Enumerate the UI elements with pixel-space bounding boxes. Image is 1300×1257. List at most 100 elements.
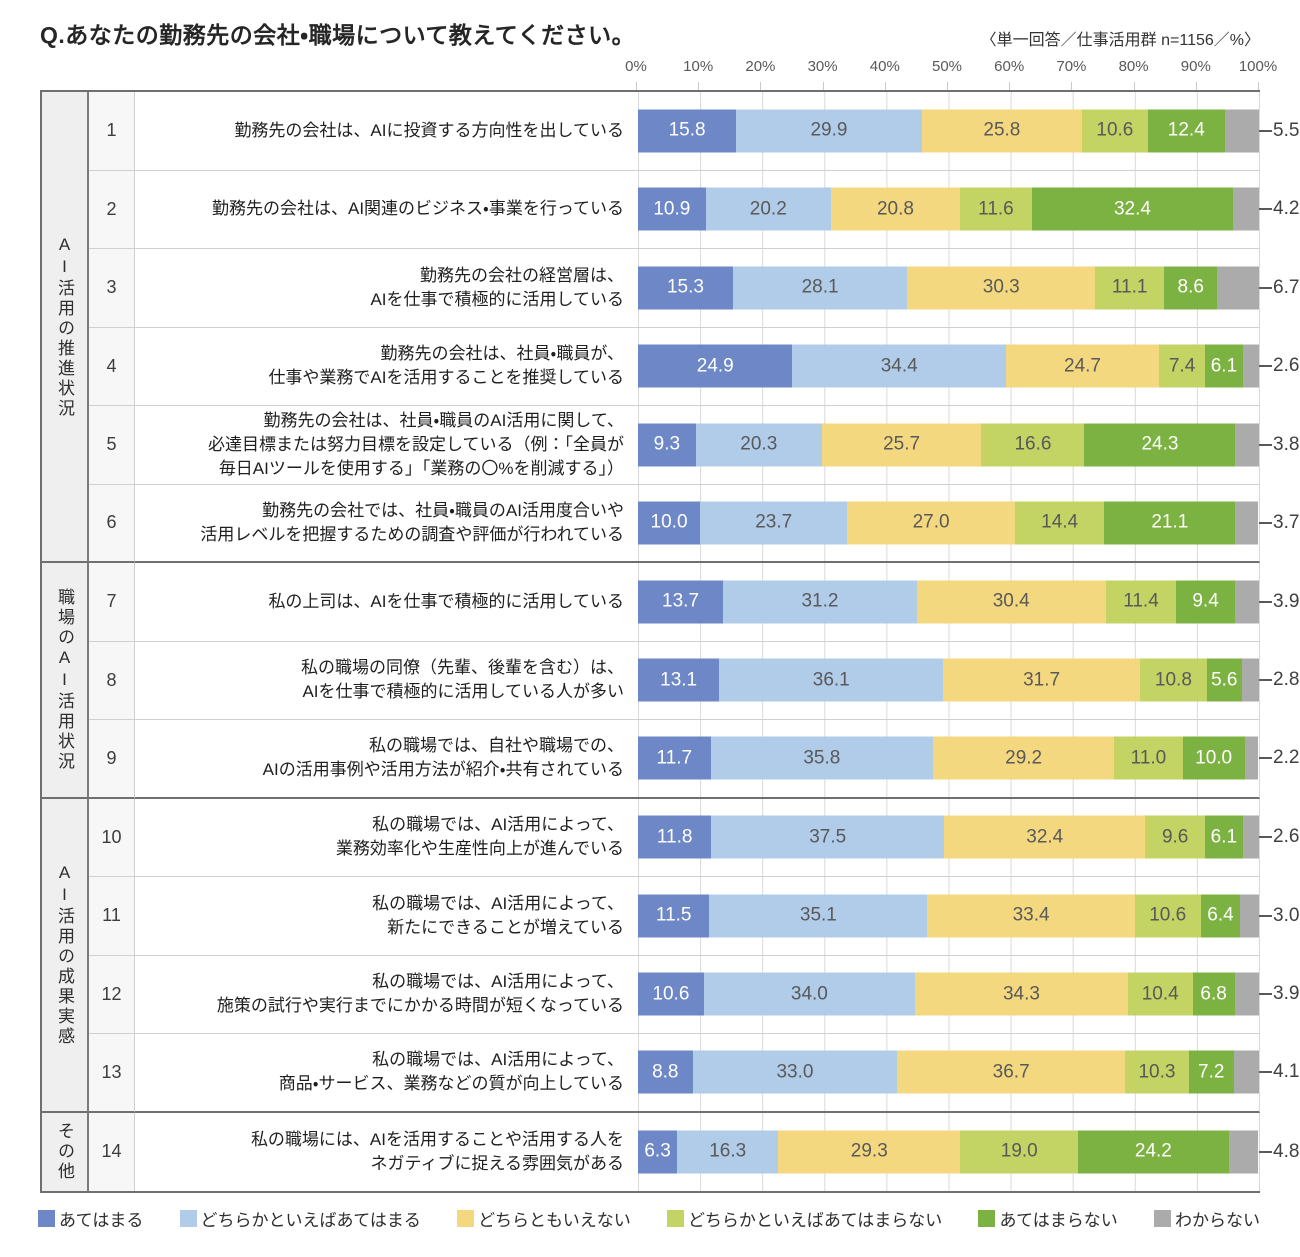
bar-plot-cell: 24.9 34.4 24.7 7.4 6.1 2.6 (638, 327, 1299, 406)
x-axis-tick-mark (1009, 82, 1011, 90)
bar-plot-cell: 8.8 33.0 36.7 10.3 7.2 4.1 (638, 1034, 1299, 1113)
item-label-line: 業務効率化や生産性向上が進んでいる (335, 839, 624, 859)
item-label-line: 私の職場では、AI活用によって、 (372, 1050, 624, 1070)
stacked-bar: 8.8 33.0 36.7 10.3 7.2 (638, 1050, 1259, 1094)
bar-segment: 9.3 (638, 423, 696, 467)
legend-swatch (1154, 1210, 1171, 1227)
x-axis-tick-mark (822, 82, 824, 90)
stacked-bar: 13.7 31.2 30.4 11.4 9.4 (638, 580, 1259, 624)
item-label-line: 必達目標または努力目標を設定している（例：「全員が (208, 434, 624, 454)
bar-segment: 10.3 (1125, 1050, 1189, 1094)
item-label: 私の職場では、AI活用によって、新たにできることが増えている (135, 877, 638, 956)
item-label: 私の職場では、AI活用によって、業務効率化や生産性向上が進んでいる (135, 798, 638, 877)
bar-segment: 20.2 (705, 187, 831, 231)
bar-segment: 30.3 (907, 266, 1096, 310)
bar-segment: 31.7 (943, 658, 1140, 702)
bar-segment (1242, 344, 1259, 388)
unknown-value-label: 4.8 (1259, 1141, 1299, 1163)
item-label: 私の職場では、自社や職場での、 AIの活用事例や活用方法が紹介・共有されている (135, 720, 638, 799)
legend-swatch (666, 1210, 684, 1227)
row-number: 6 (89, 484, 135, 563)
item-label-line: 私の職場では、AI活用によって、 (372, 893, 624, 913)
row-number: 1 (89, 92, 135, 171)
item-label-line: 新たにできることが増えている (387, 917, 624, 937)
bar-segment: 10.6 (638, 972, 704, 1016)
stacked-bar: 10.0 23.7 27.0 14.4 21.1 (638, 501, 1259, 545)
bar-segment (1224, 109, 1259, 153)
bar-segment: 33.0 (692, 1050, 898, 1094)
row-number: 11 (89, 877, 135, 956)
unknown-value-label: 3.8 (1259, 434, 1299, 456)
item-label-line: 勤務先の会社は、社員・職員のAI活用に関して、 (263, 411, 624, 431)
row-number: 14 (89, 1112, 135, 1191)
item-label: 勤務先の会社では、社員・職員のAI活用度合いや 活用レベルを把握するための調査や評… (135, 484, 638, 563)
item-label: 勤務先の会社の経営層は、 AIを仕事で積極的に活用している (135, 249, 638, 328)
bar-segment: 9.4 (1176, 580, 1235, 624)
x-axis-tick-label: 80% (1118, 58, 1149, 75)
bar-segment: 10.6 (1134, 894, 1201, 938)
bar-segment: 5.6 (1206, 658, 1242, 702)
unknown-value-label: 5.5 (1259, 120, 1299, 142)
x-axis-tick-mark (1071, 82, 1073, 90)
bar-segment: 36.1 (719, 658, 944, 702)
legend-swatch (38, 1210, 55, 1227)
x-axis-tick-label: 10% (683, 58, 714, 75)
item-label-line: 私の職場には、AIを活用することや活用する人を (250, 1129, 624, 1149)
item-label-line: 勤務先の会社は、AIに投資する方向性を出している (234, 120, 624, 140)
bar-segment: 14.4 (1014, 501, 1105, 545)
x-axis-tick-label: 0% (625, 58, 647, 75)
group-label: AI活用の推進状況 (42, 92, 89, 563)
x-axis-tick-label: 30% (807, 58, 838, 75)
x-axis-tick-mark (1195, 82, 1197, 90)
bar-segment: 32.4 (944, 815, 1146, 859)
stacked-bar: 10.9 20.2 20.8 11.6 32.4 (638, 187, 1259, 231)
bar-segment: 19.0 (960, 1130, 1079, 1174)
bar-segment: 31.2 (723, 580, 917, 624)
legend-swatch (457, 1210, 475, 1227)
bar-segment: 7.2 (1188, 1050, 1234, 1094)
bar-segment: 10.0 (1182, 736, 1245, 780)
item-label: 私の職場では、AI活用によって、商品・サービス、業務などの質が向上している (135, 1034, 638, 1113)
row-number: 10 (89, 798, 135, 877)
unknown-value-label: 4.1 (1259, 1061, 1299, 1083)
bar-segment: 24.7 (1005, 344, 1160, 388)
bar-segment: 29.3 (778, 1130, 961, 1174)
x-axis-tick-label: 40% (869, 58, 900, 75)
stacked-bar: 10.6 34.0 34.3 10.4 6.8 (638, 972, 1259, 1016)
stacked-bar: 15.8 29.9 25.8 10.6 12.4 (638, 109, 1259, 153)
item-label-line: 商品・サービス、業務などの質が向上している (278, 1074, 624, 1094)
bar-segment: 20.3 (695, 423, 822, 467)
bar-segment (1232, 187, 1259, 231)
bar-segment: 6.1 (1205, 344, 1243, 388)
bar-segment: 24.3 (1084, 423, 1236, 467)
item-label-line: 勤務先の会社は、社員・職員が、 (380, 344, 624, 364)
bar-segment: 29.9 (736, 109, 922, 153)
bar-plot-cell: 15.3 28.1 30.3 11.1 8.6 6.7 (638, 249, 1299, 328)
bar-segment (1235, 423, 1259, 467)
item-label: 勤務先の会社は、社員・職員が、 仕事や業務でAIを活用することを推奨している (135, 327, 638, 406)
stacked-bar: 24.9 34.4 24.7 7.4 6.1 (638, 344, 1259, 388)
bar-plot-cell: 11.8 37.5 32.4 9.6 6.1 2.6 (638, 798, 1299, 877)
x-axis-tick-mark (884, 82, 886, 90)
item-label-line: 私の職場では、AI活用によって、 (372, 815, 624, 835)
row-number: 2 (89, 170, 135, 249)
survey-condition-note: 〈単一回答／仕事活用群 n=1156／%〉 (980, 32, 1260, 49)
stacked-bar: 15.3 28.1 30.3 11.1 8.6 (638, 266, 1259, 310)
bar-segment: 28.1 (732, 266, 908, 310)
row-number: 8 (89, 641, 135, 720)
row-number: 7 (89, 563, 135, 642)
legend-item: あてはまる (38, 1206, 143, 1231)
bar-segment (1244, 736, 1259, 780)
bar-segment: 11.0 (1114, 736, 1183, 780)
bar-plot-cell: 11.5 35.1 33.4 10.6 6.4 3.0 (638, 877, 1299, 956)
legend-label: わからない (1175, 1211, 1260, 1230)
item-label-line: ネガティブに捉える雰囲気がある (370, 1153, 624, 1173)
x-axis-tick-mark (636, 82, 637, 90)
bar-segment: 6.4 (1200, 894, 1241, 938)
x-axis-tick-label: 20% (745, 58, 776, 75)
bar-segment: 11.7 (638, 736, 711, 780)
row-number: 13 (89, 1034, 135, 1113)
item-label-line: 私の上司は、AIを仕事で積極的に活用している (268, 591, 624, 611)
bar-segment: 25.7 (821, 423, 982, 467)
item-label: 私の職場では、AI活用によって、 施策の試行や実行までにかかる時間が短くなっている (135, 955, 638, 1034)
